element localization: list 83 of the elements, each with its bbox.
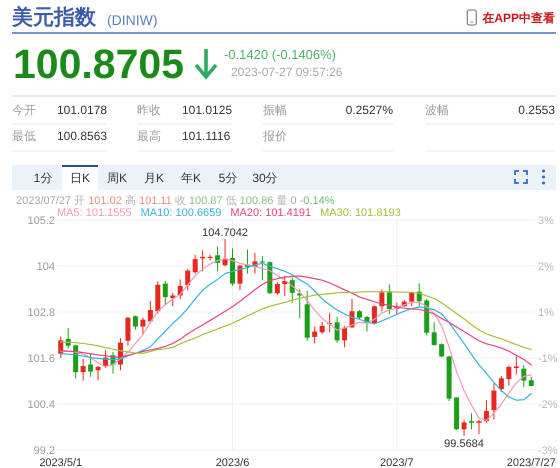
candlestick xyxy=(334,316,340,344)
y2-tick-label: -3% xyxy=(538,445,558,457)
text: 2023-07-27 09:57:26 xyxy=(231,65,343,79)
text: 振幅 xyxy=(263,103,287,117)
candlestick xyxy=(312,326,318,344)
text: MA20: 101.4191 xyxy=(230,207,312,219)
y2-tick-label: -2% xyxy=(538,398,558,411)
candlestick xyxy=(237,264,242,291)
candlestick xyxy=(386,284,392,315)
text: 最高 xyxy=(137,129,161,143)
candlestick xyxy=(80,358,86,382)
text: 报价 xyxy=(262,129,287,143)
x-tick-label: 2023/7 xyxy=(380,457,414,468)
candlestick xyxy=(200,250,206,272)
candlestick xyxy=(88,352,94,378)
chart-subtitle: (DINIW) xyxy=(107,12,158,28)
chart-title: 美元指数 xyxy=(11,5,97,29)
candlestick xyxy=(506,365,512,386)
candlestick xyxy=(416,282,422,307)
text: 波幅 xyxy=(425,103,449,117)
text: MA10: 100.6659 xyxy=(140,207,222,219)
y-tick-label: 100.4 xyxy=(27,399,55,411)
candlestick xyxy=(132,314,138,330)
text: 最低 xyxy=(12,129,36,143)
candlestick xyxy=(462,419,467,436)
candlestick xyxy=(140,317,146,336)
y-tick-label: 101.6 xyxy=(27,353,55,365)
text: 5分 xyxy=(218,171,238,185)
text: 年K xyxy=(180,171,202,185)
text: 月K xyxy=(144,171,164,185)
text: 101.0178 xyxy=(57,103,108,117)
candlestick xyxy=(439,342,444,358)
candlestick xyxy=(125,316,130,346)
y2-tick-label: 1% xyxy=(538,306,554,319)
text: 101.0125 xyxy=(182,103,232,117)
y2-tick-label: 2% xyxy=(538,261,554,274)
text: 100.8563 xyxy=(57,129,108,143)
text: 101.1116 xyxy=(182,129,231,143)
x-tick-label: 2023/6 xyxy=(216,457,250,468)
candlestick xyxy=(514,356,519,375)
y2-tick-label: -1% xyxy=(538,353,558,366)
x-tick-label: 2023/7/27 xyxy=(506,457,556,468)
candlestick xyxy=(192,254,198,274)
text: 1分 xyxy=(34,171,52,185)
text: 2023/07/27 开 101.02 高 101.11 收 100.87 低 100.86 量 0 -0.14% xyxy=(16,195,334,207)
y-tick-label: 104 xyxy=(36,261,55,273)
candlestick xyxy=(498,376,504,393)
candlestick xyxy=(320,321,325,334)
candlestick xyxy=(379,288,384,312)
candlestick xyxy=(491,382,496,420)
text: 0.2553 xyxy=(518,103,556,117)
candlestick xyxy=(148,300,153,324)
text: -0.1420 (-0.1406%) xyxy=(224,47,336,62)
text: MA30: 101.8193 xyxy=(320,207,401,219)
candlestick xyxy=(342,326,348,348)
candlestick xyxy=(409,291,414,307)
text: 在APP中查看 xyxy=(481,11,555,25)
text: MA5: 101.1555 xyxy=(57,207,132,219)
y-tick-label: 105.2 xyxy=(27,215,55,227)
candlestick xyxy=(356,310,362,320)
y-tick-label: 102.8 xyxy=(27,307,55,319)
text: 0.2527% xyxy=(346,103,394,117)
candlestick xyxy=(432,322,437,346)
text: 昨收 xyxy=(137,103,161,117)
text: 100.8705 xyxy=(13,41,184,87)
candlestick xyxy=(469,412,474,430)
candlestick xyxy=(274,282,280,296)
y2-tick-label: 3% xyxy=(538,215,554,227)
text: 今开 xyxy=(12,103,36,117)
candlestick xyxy=(185,268,190,291)
candlestick xyxy=(96,366,101,381)
text: 日K xyxy=(70,171,90,185)
text: 30分 xyxy=(252,171,278,185)
candlestick xyxy=(528,376,534,387)
candlestick xyxy=(476,419,482,435)
annotation: 99.5684 xyxy=(444,438,484,450)
candlestick xyxy=(521,364,526,388)
x-tick-label: 2023/5/1 xyxy=(39,457,82,468)
y-tick-label: 99.2 xyxy=(34,445,55,457)
annotation: 104.7042 xyxy=(202,227,248,240)
candlestick xyxy=(162,280,168,306)
text: 周K xyxy=(106,171,128,185)
candlestick xyxy=(290,277,295,304)
